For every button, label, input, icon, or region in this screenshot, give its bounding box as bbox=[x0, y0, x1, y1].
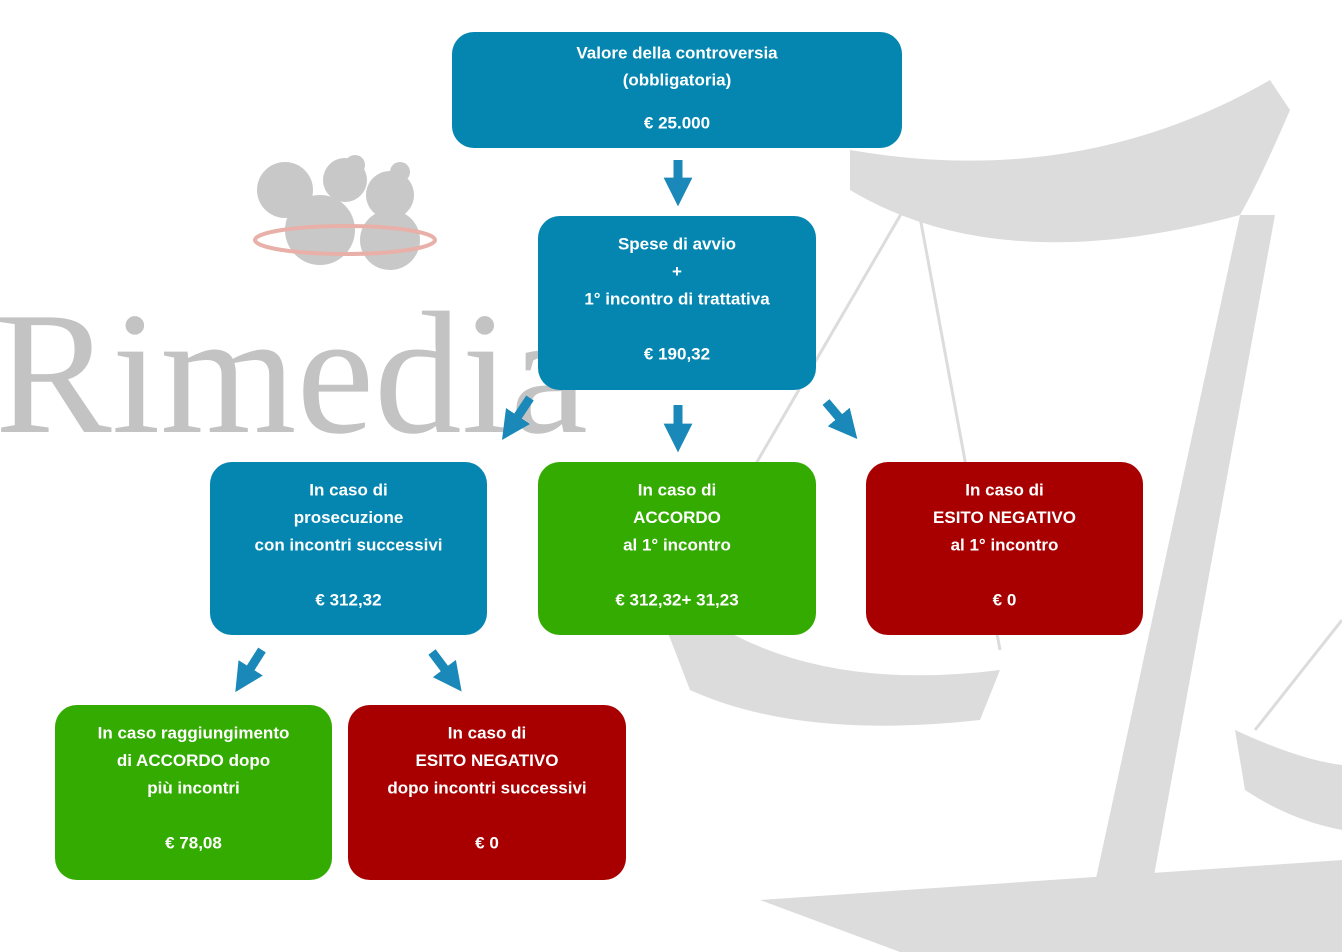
node-line: 1° incontro di trattativa bbox=[584, 289, 770, 308]
node-line: al 1° incontro bbox=[951, 535, 1059, 554]
node-amount: € 312,32 bbox=[315, 590, 381, 609]
node-line: Spese di avvio bbox=[618, 234, 736, 253]
node-amount: € 78,08 bbox=[165, 833, 222, 852]
node-box bbox=[452, 32, 902, 148]
node-line: In caso di bbox=[965, 480, 1043, 499]
node-box bbox=[55, 705, 332, 880]
node-box bbox=[866, 462, 1143, 635]
node-box bbox=[538, 216, 816, 390]
arrows bbox=[235, 160, 858, 693]
node-line: In caso di bbox=[309, 480, 387, 499]
node: Spese di avvio +1° incontro di trattativa… bbox=[538, 216, 816, 390]
node-line: più incontri bbox=[147, 778, 240, 797]
node-line: (obbligatoria) bbox=[623, 70, 732, 89]
watermark-text: Rimedia bbox=[0, 276, 588, 470]
node-line: ESITO NEGATIVO bbox=[416, 751, 559, 770]
node-box bbox=[210, 462, 487, 635]
node-amount: € 0 bbox=[475, 833, 499, 852]
node-box bbox=[538, 462, 816, 635]
node: In caso di ESITO NEGATIVO al 1° incontro € … bbox=[866, 462, 1143, 635]
node-amount: € 312,32+ 31,23 bbox=[615, 590, 738, 609]
node-amount: € 25.000 bbox=[644, 113, 710, 132]
node-line: In caso raggiungimento bbox=[98, 723, 290, 742]
node-line: ESITO NEGATIVO bbox=[933, 508, 1076, 527]
node-line: In caso di bbox=[638, 480, 716, 499]
node-line: di ACCORDO dopo bbox=[117, 751, 270, 770]
node-line: In caso di bbox=[448, 723, 526, 742]
nodes: Valore della controversia (obbligatoria) €… bbox=[55, 32, 1143, 880]
scale-watermark bbox=[253, 80, 1342, 952]
node-line: Valore della controversia bbox=[576, 43, 778, 62]
node: In caso di ESITO NEGATIVO dopo incontri su… bbox=[348, 705, 626, 880]
node-line: con incontri successivi bbox=[254, 535, 442, 554]
node: Valore della controversia (obbligatoria) €… bbox=[452, 32, 902, 148]
node-line: dopo incontri successivi bbox=[387, 778, 586, 797]
node: In caso di ACCORDO al 1° incontro € 312,32+… bbox=[538, 462, 816, 635]
node-box bbox=[348, 705, 626, 880]
node-line: + bbox=[672, 262, 682, 281]
node-line: prosecuzione bbox=[294, 508, 404, 527]
node-amount: € 0 bbox=[993, 590, 1017, 609]
node-amount: € 190,32 bbox=[644, 344, 710, 363]
node: In caso raggiungimento di ACCORDO dopo più… bbox=[55, 705, 332, 880]
node-line: al 1° incontro bbox=[623, 535, 731, 554]
node-line: ACCORDO bbox=[633, 508, 721, 527]
node: In caso di prosecuzione con incontri succe… bbox=[210, 462, 487, 635]
